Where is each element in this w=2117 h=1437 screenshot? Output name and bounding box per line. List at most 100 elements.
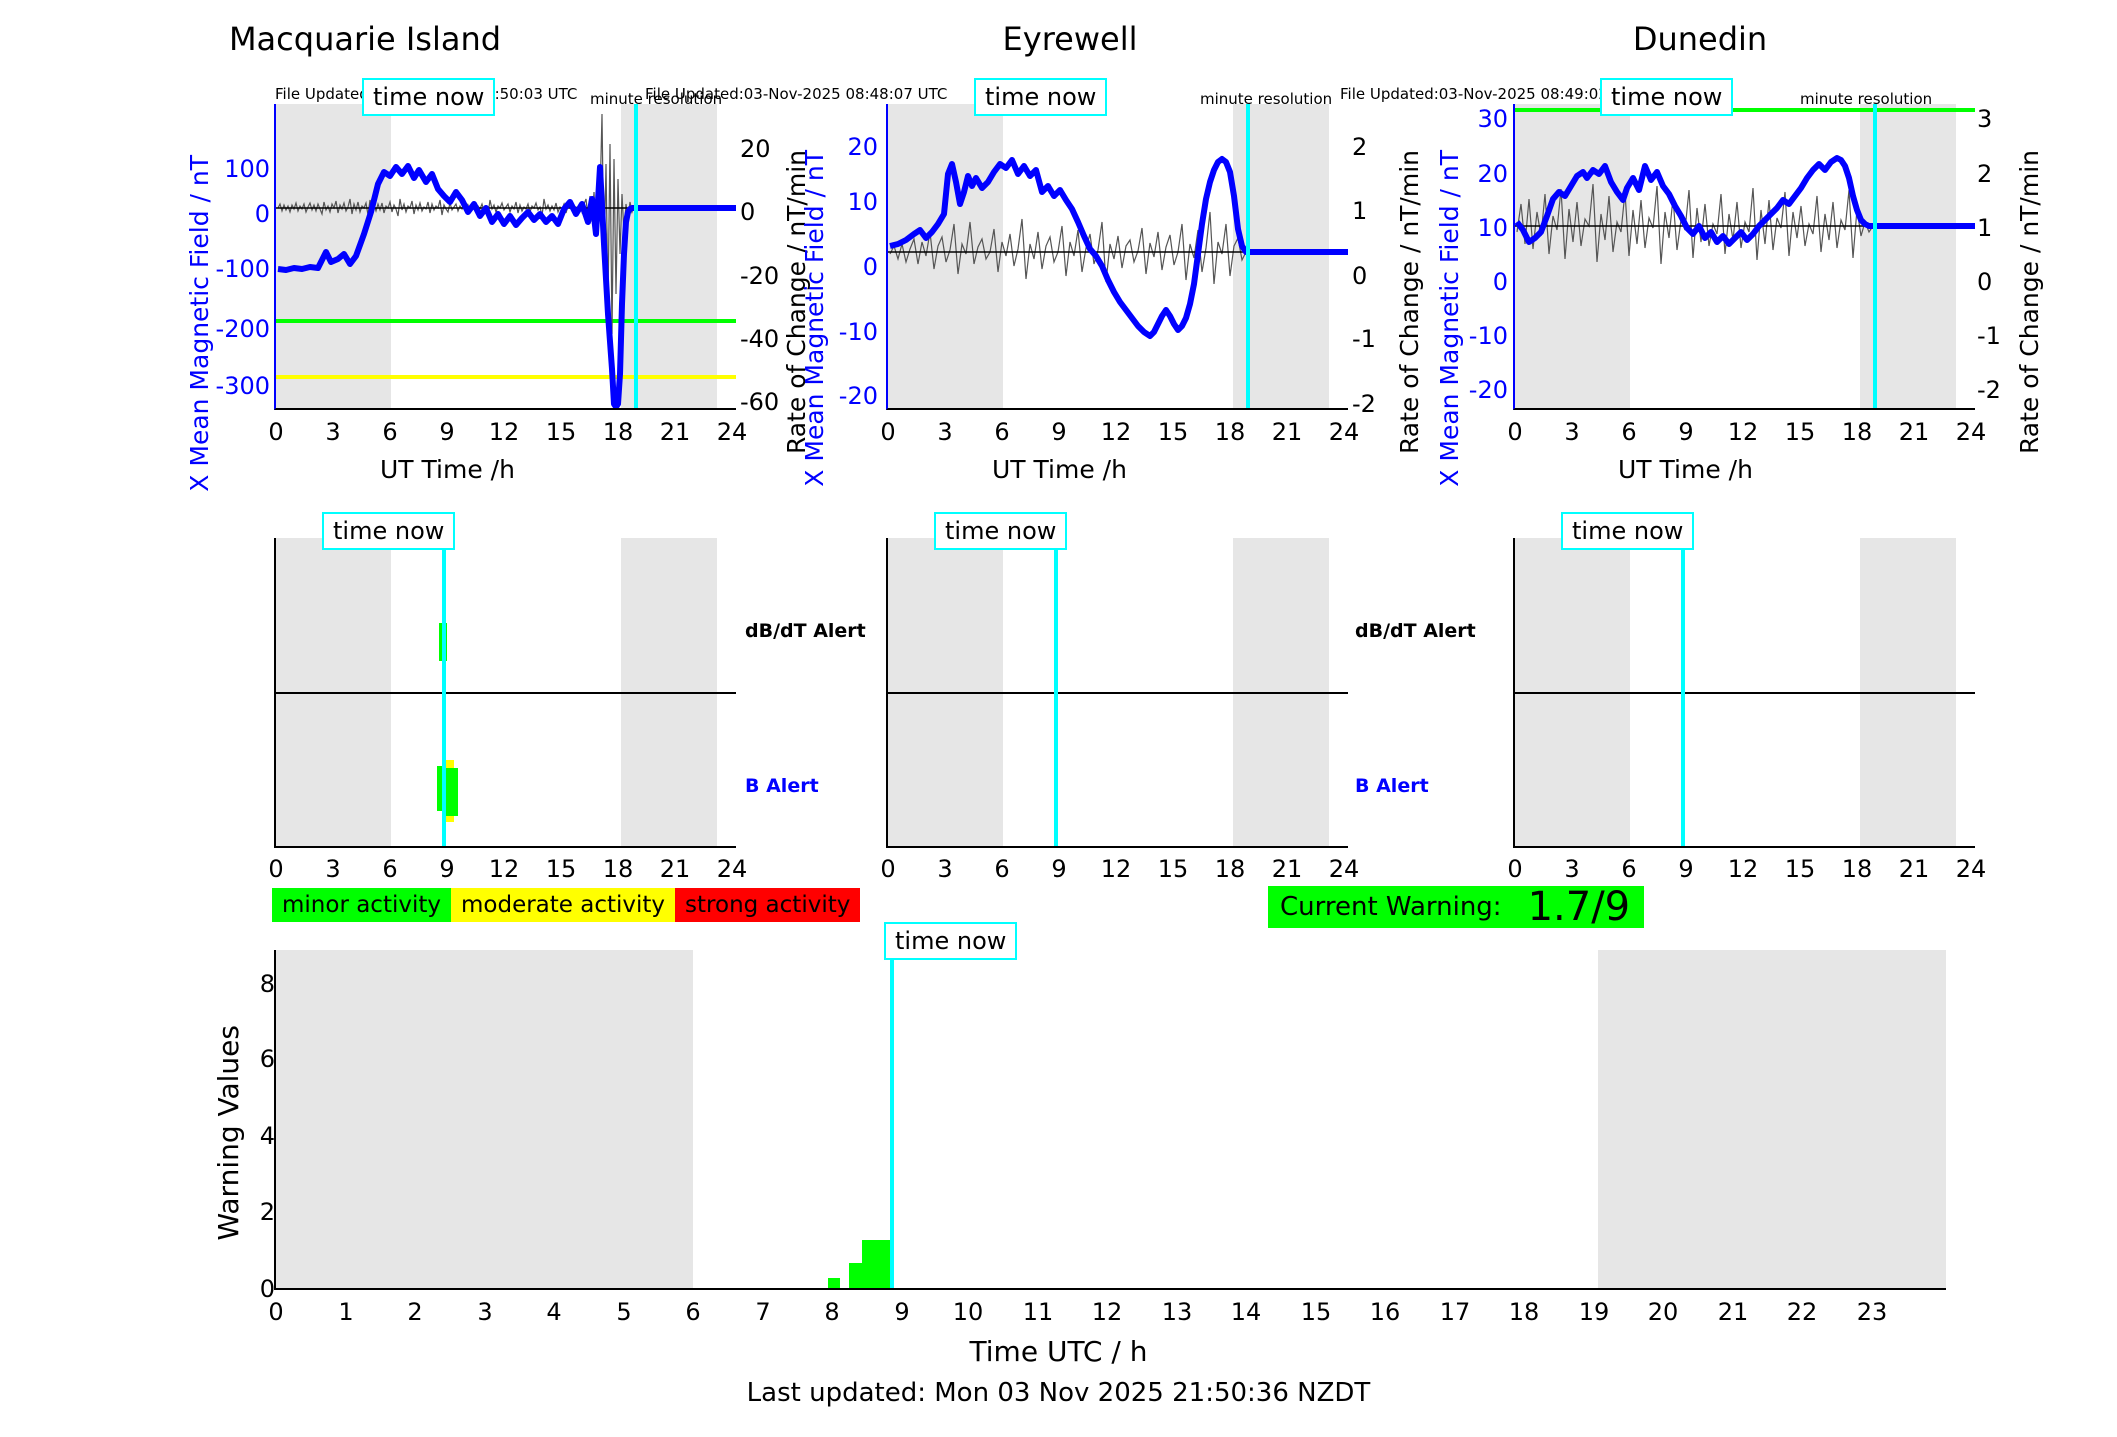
y-tick-left: 100 <box>224 155 270 183</box>
x-tick: 24 <box>1955 855 1987 883</box>
x-axis-label: UT Time /h <box>380 455 515 484</box>
y-tick-left: -300 <box>215 372 270 400</box>
x-tick: 5 <box>616 1298 632 1326</box>
alert-axis-left <box>1513 538 1515 848</box>
x-tick: 3 <box>1564 418 1580 446</box>
x-tick: 9 <box>439 855 455 883</box>
y-tick-right: -2 <box>1352 390 1376 418</box>
x-tick: 21 <box>1717 1298 1749 1326</box>
y-tick-left: -200 <box>215 315 270 343</box>
y-tick-right: 20 <box>740 135 771 163</box>
y-tick-left: -10 <box>838 318 878 346</box>
x-tick: 15 <box>1784 855 1816 883</box>
x-tick: 18 <box>602 855 634 883</box>
b-alert-label: B Alert <box>745 775 819 797</box>
x-axis-label: Time UTC / h <box>969 1335 1148 1368</box>
y-tick: 8 <box>259 970 275 998</box>
y-tick-left: 0 <box>1492 268 1508 296</box>
y-tick-right: 0 <box>1352 262 1368 290</box>
y-tick-left: 10 <box>1477 214 1508 242</box>
page-title: Macquarie Island <box>228 20 502 58</box>
x-tick: 15 <box>545 855 577 883</box>
plot-frame <box>1513 104 1975 410</box>
y-tick-right: -20 <box>740 262 780 290</box>
y-tick-right: -1 <box>1352 325 1376 353</box>
y-axis-label-right: Rate of Change / nT/min <box>2015 150 2044 455</box>
y-tick-left: -20 <box>1468 376 1508 404</box>
alert-axis-left <box>274 538 276 848</box>
x-tick: 9 <box>1051 418 1067 446</box>
chart-axis-left <box>274 950 276 1290</box>
x-tick: 3 <box>937 418 953 446</box>
y-tick-left: 20 <box>1477 160 1508 188</box>
alert-axis-bottom <box>274 846 736 848</box>
warning-bars <box>828 1240 891 1290</box>
x-tick: 0 <box>268 418 284 446</box>
x-axis-label: UT Time /h <box>1618 455 1753 484</box>
plot-frame <box>886 104 1348 410</box>
x-tick: 6 <box>994 855 1010 883</box>
x-tick: 0 <box>1507 855 1523 883</box>
time-now-label: time now <box>884 922 1018 960</box>
x-tick: 15 <box>545 418 577 446</box>
x-tick: 6 <box>382 418 398 446</box>
x-tick: 15 <box>1157 418 1189 446</box>
x-tick: 18 <box>1841 418 1873 446</box>
x-tick: 18 <box>602 418 634 446</box>
y-tick-left: 20 <box>847 133 878 161</box>
x-tick: 19 <box>1578 1298 1610 1326</box>
warning-values-chart: Warning Values 8 6 4 2 0 time now 0 1 2 … <box>0 922 2117 1437</box>
x-tick: 11 <box>1022 1298 1054 1326</box>
y-tick: 2 <box>259 1198 275 1226</box>
x-tick: 12 <box>488 855 520 883</box>
x-tick: 0 <box>268 1298 284 1326</box>
b-alert-label: B Alert <box>1355 775 1429 797</box>
y-tick-right: 1 <box>1977 214 1993 242</box>
x-tick: 3 <box>325 418 341 446</box>
x-tick: 9 <box>1678 418 1694 446</box>
y-tick: 4 <box>259 1122 275 1150</box>
legend-minor-activity: minor activity <box>272 888 451 922</box>
station-panel-eyrewell: Eyrewell File Updated:03-Nov-2025 08:48:… <box>645 0 1424 500</box>
legend-moderate-activity: moderate activity <box>451 888 676 922</box>
x-tick: 3 <box>325 855 341 883</box>
x-tick: 3 <box>937 855 953 883</box>
x-tick: 0 <box>268 855 284 883</box>
x-tick: 15 <box>1784 418 1816 446</box>
x-tick: 3 <box>1564 855 1580 883</box>
x-tick: 12 <box>1727 855 1759 883</box>
x-tick: 3 <box>477 1298 493 1326</box>
x-tick: 13 <box>1161 1298 1193 1326</box>
y-tick-left: 10 <box>847 188 878 216</box>
page-title: Dunedin <box>1632 20 1768 58</box>
time-now-label: time now <box>934 512 1068 550</box>
time-now-label: time now <box>974 78 1108 116</box>
x-tick: 21 <box>659 855 691 883</box>
alert-axis-bottom <box>1513 846 1975 848</box>
y-axis-label-left: X Mean Magnetic Field / nT <box>1435 150 1464 487</box>
magnetogram-plot-macquarie <box>276 104 736 409</box>
x-tick: 12 <box>1727 418 1759 446</box>
file-updated-label: File Updated:03-Nov-2025 08:48:07 UTC <box>645 85 948 103</box>
x-tick: 12 <box>1100 855 1132 883</box>
x-tick: 24 <box>716 418 748 446</box>
y-tick: 6 <box>259 1045 275 1073</box>
x-axis-label: UT Time /h <box>992 455 1127 484</box>
x-tick: 9 <box>1051 855 1067 883</box>
legend-strong-activity: strong activity <box>675 888 861 922</box>
alert-panel-eyrewell: time now dB/dT Alert B Alert 0 3 6 9 12 … <box>680 512 1476 883</box>
y-tick-right: -1 <box>1977 322 2001 350</box>
x-tick: 18 <box>1214 418 1246 446</box>
plot-frame <box>274 104 736 410</box>
x-tick: 8 <box>824 1298 840 1326</box>
time-now-label: time now <box>1600 78 1734 116</box>
x-tick: 21 <box>1271 418 1303 446</box>
x-tick: 21 <box>1271 855 1303 883</box>
x-tick: 12 <box>1091 1298 1123 1326</box>
x-tick: 6 <box>382 855 398 883</box>
chart-axis-bottom <box>274 1288 1946 1290</box>
alert-plot <box>1515 538 1975 848</box>
x-tick: 14 <box>1230 1298 1262 1326</box>
x-tick: 18 <box>1214 855 1246 883</box>
resolution-label: minute resolution <box>1200 90 1333 108</box>
